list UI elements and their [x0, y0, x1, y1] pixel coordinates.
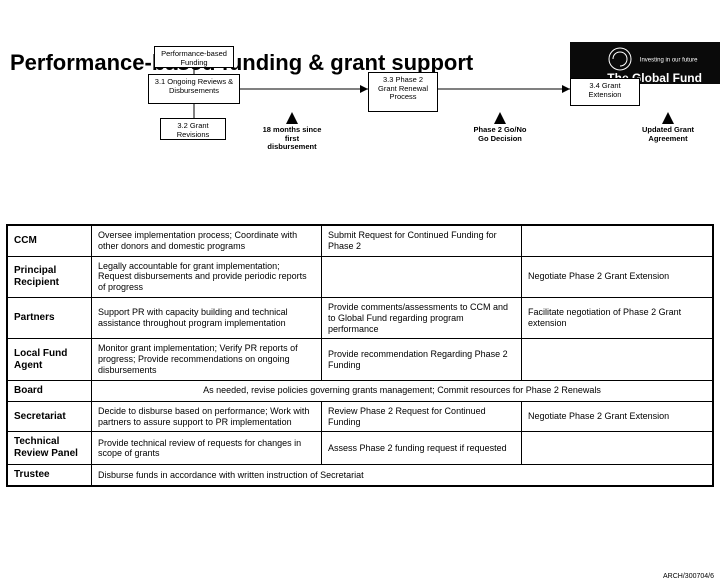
- cell: Provide comments/assessments to CCM and …: [322, 297, 522, 338]
- role-cell: Trustee: [8, 465, 92, 486]
- table-row: Trustee Disburse funds in accordance wit…: [8, 465, 713, 486]
- box-3-1: 3.1 Ongoing Reviews & Disbursements: [148, 74, 240, 104]
- cell: Facilitate negotiation of Phase 2 Grant …: [522, 297, 713, 338]
- role-cell: Technical Review Panel: [8, 432, 92, 465]
- table-row: CCM Oversee implementation process; Coor…: [8, 226, 713, 257]
- cell: Provide recommendation Regarding Phase 2…: [322, 339, 522, 380]
- role-cell: CCM: [8, 226, 92, 257]
- cell: [522, 339, 713, 380]
- table-row: Board As needed, revise policies governi…: [8, 380, 713, 401]
- table-row: Local Fund Agent Monitor grant implement…: [8, 339, 713, 380]
- box-root: Performance-based Funding: [154, 46, 234, 68]
- table-row: Secretariat Decide to disburse based on …: [8, 401, 713, 432]
- cell: Review Phase 2 Request for Continued Fun…: [322, 401, 522, 432]
- table-row: Partners Support PR with capacity buildi…: [8, 297, 713, 338]
- box-3-2: 3.2 Grant Revisions: [160, 118, 226, 140]
- milestone-2-label: Phase 2 Go/No Go Decision: [470, 126, 530, 143]
- milestone-1-label: 18 months since first disbursement: [262, 126, 322, 152]
- role-cell: Secretariat: [8, 401, 92, 432]
- cell: [522, 226, 713, 257]
- role-cell: Local Fund Agent: [8, 339, 92, 380]
- cell: Monitor grant implementation; Verify PR …: [92, 339, 322, 380]
- box-3-4: 3.4 Grant Extension: [570, 78, 640, 106]
- process-diagram: Performance-based Funding 3.1 Ongoing Re…: [0, 42, 720, 182]
- box-3-3: 3.3 Phase 2 Grant Renewal Process: [368, 72, 438, 112]
- role-cell: Partners: [8, 297, 92, 338]
- footer-code: ARCH/300704/6: [663, 573, 714, 580]
- cell: Oversee implementation process; Coordina…: [92, 226, 322, 257]
- cell: Provide technical review of requests for…: [92, 432, 322, 465]
- cell: Assess Phase 2 funding request if reques…: [322, 432, 522, 465]
- milestone-3-icon: [662, 112, 674, 124]
- role-matrix: CCM Oversee implementation process; Coor…: [6, 224, 714, 487]
- cell: Support PR with capacity building and te…: [92, 297, 322, 338]
- cell: Decide to disburse based on performance;…: [92, 401, 322, 432]
- cell: Legally accountable for grant implementa…: [92, 256, 322, 297]
- connectors: [0, 42, 720, 182]
- table-row: Technical Review Panel Provide technical…: [8, 432, 713, 465]
- cell: Submit Request for Continued Funding for…: [322, 226, 522, 257]
- cell: [322, 256, 522, 297]
- milestone-1-icon: [286, 112, 298, 124]
- cell-span: Disburse funds in accordance with writte…: [92, 465, 713, 486]
- cell: [522, 432, 713, 465]
- role-table: CCM Oversee implementation process; Coor…: [7, 225, 713, 486]
- milestone-3-label: Updated Grant Agreement: [638, 126, 698, 143]
- cell: Negotiate Phase 2 Grant Extension: [522, 401, 713, 432]
- table-row: Principal Recipient Legally accountable …: [8, 256, 713, 297]
- slide: Performance-based funding & grant suppor…: [0, 42, 720, 582]
- role-cell: Principal Recipient: [8, 256, 92, 297]
- cell-span: As needed, revise policies governing gra…: [92, 380, 713, 401]
- role-cell: Board: [8, 380, 92, 401]
- cell: Negotiate Phase 2 Grant Extension: [522, 256, 713, 297]
- milestone-2-icon: [494, 112, 506, 124]
